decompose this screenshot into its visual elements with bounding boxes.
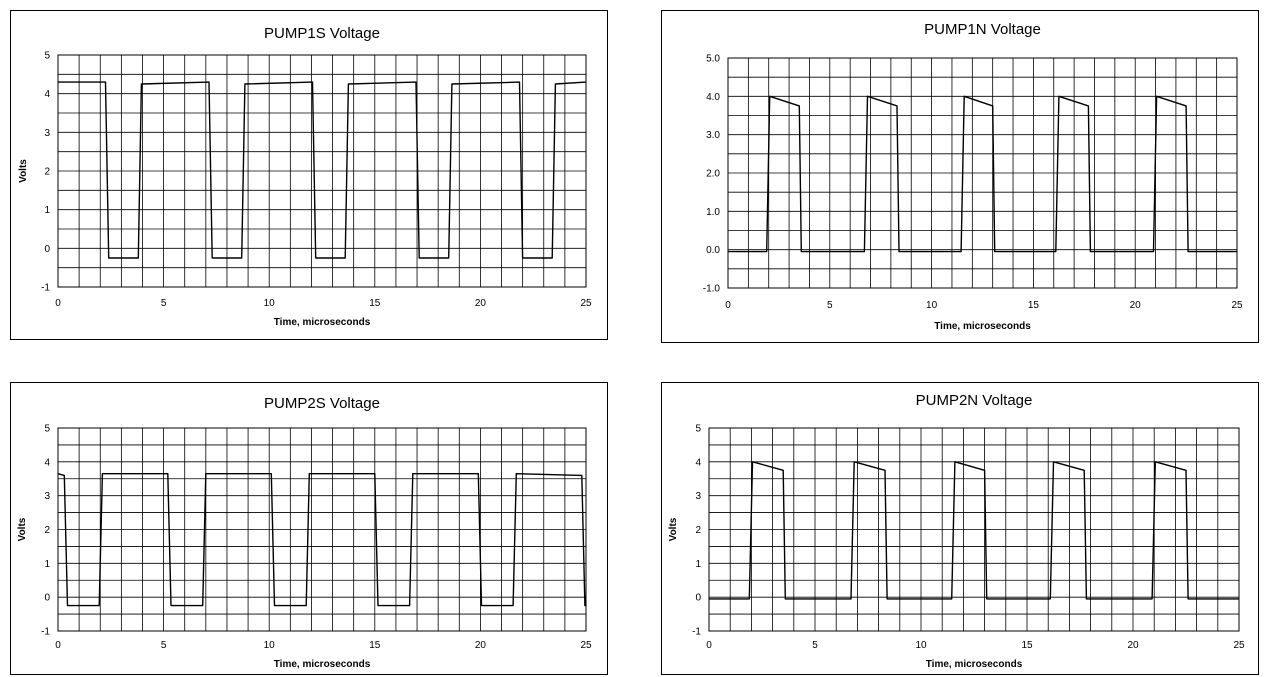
y-tick-label-2-0: 2.0 bbox=[706, 169, 720, 180]
x-tick-label-5: 5 bbox=[827, 300, 833, 311]
chart-svg: PUMP1N Voltage 0 5 10 15 20 25 -1.0 0.0 1.0 2.0 3.0… bbox=[662, 11, 1260, 344]
y-tick-label-3: 3 bbox=[44, 128, 50, 139]
y-axis-label: Volts bbox=[17, 517, 28, 541]
x-tick-label-20: 20 bbox=[475, 640, 487, 651]
chart-title: PUMP1S Voltage bbox=[264, 25, 380, 42]
x-tick-label-25: 25 bbox=[1233, 640, 1245, 651]
x-tick-label-10: 10 bbox=[926, 300, 938, 311]
y-tick-label-4: 4 bbox=[695, 457, 701, 468]
series-line-pump2n-voltage bbox=[709, 462, 1239, 599]
x-axis-label: Time, microseconds bbox=[934, 321, 1031, 332]
x-tick-label-5: 5 bbox=[161, 298, 167, 309]
x-tick-label-0: 0 bbox=[706, 640, 712, 651]
x-tick-label-15: 15 bbox=[369, 298, 381, 309]
y-tick-label-3-0: 3.0 bbox=[706, 130, 720, 141]
y-tick-label-3: 3 bbox=[44, 491, 50, 502]
chart-svg: PUMP2N Voltage 0 5 10 15 20 25 -1 0 1 2 3 4 5 Time, mi… bbox=[662, 383, 1260, 676]
x-tick-label-0: 0 bbox=[725, 300, 731, 311]
chart-svg: PUMP2S Voltage 0 5 10 15 20 25 -1 0 1 2 3 4 5 Time, mi… bbox=[11, 383, 609, 676]
x-tick-label-20: 20 bbox=[1127, 640, 1139, 651]
y-tick-label-1: -1 bbox=[41, 627, 50, 638]
y-tick-label-1: 1 bbox=[44, 559, 50, 570]
chart-panel-pump2s: PUMP2S Voltage 0 5 10 15 20 25 -1 0 1 2 3 4 5 Time, mi… bbox=[10, 382, 608, 675]
chart-panel-pump1s: PUMP1S Voltage 0 5 10 15 20 25 -1 0 1 2 3 4 5 Time, mi… bbox=[10, 10, 608, 340]
x-tick-label-20: 20 bbox=[1130, 300, 1142, 311]
y-tick-label-1: 1 bbox=[44, 205, 50, 216]
x-axis-label: Time, microseconds bbox=[926, 659, 1023, 670]
x-tick-label-15: 15 bbox=[369, 640, 381, 651]
x-tick-label-0: 0 bbox=[55, 298, 61, 309]
x-tick-label-10: 10 bbox=[915, 640, 927, 651]
y-tick-label-5: 5 bbox=[44, 424, 50, 435]
x-tick-label-10: 10 bbox=[264, 640, 276, 651]
x-tick-label-25: 25 bbox=[1231, 300, 1243, 311]
x-tick-label-25: 25 bbox=[580, 298, 592, 309]
y-tick-label-2: 2 bbox=[44, 167, 50, 178]
x-tick-label-15: 15 bbox=[1028, 300, 1040, 311]
chart-title: PUMP2S Voltage bbox=[264, 395, 380, 412]
y-axis-label: Volts bbox=[18, 159, 29, 183]
x-tick-label-15: 15 bbox=[1021, 640, 1033, 651]
chart-title: PUMP1N Voltage bbox=[924, 21, 1041, 38]
x-axis-label: Time, microseconds bbox=[274, 659, 371, 670]
x-tick-label-0: 0 bbox=[55, 640, 61, 651]
series-line-pump1s-voltage bbox=[58, 82, 586, 258]
y-tick-label-5: 5 bbox=[44, 51, 50, 62]
y-tick-label-5: 5 bbox=[695, 424, 701, 435]
x-tick-label-5: 5 bbox=[812, 640, 818, 651]
y-tick-label-5-0: 5.0 bbox=[706, 54, 720, 65]
x-axis-label: Time, microseconds bbox=[274, 317, 371, 328]
y-tick-label-1: -1 bbox=[692, 627, 701, 638]
series-line-pump1n-voltage bbox=[728, 96, 1237, 251]
y-tick-label-0: 0 bbox=[44, 244, 50, 255]
y-tick-label-4: 4 bbox=[44, 89, 50, 100]
series-line-pump2s-voltage bbox=[58, 474, 586, 606]
y-tick-label-0: 0 bbox=[695, 593, 701, 604]
chart-panel-pump1n: PUMP1N Voltage 0 5 10 15 20 25 -1.0 0.0 1.0 2.0 3.0… bbox=[661, 10, 1259, 343]
chart-title: PUMP2N Voltage bbox=[916, 392, 1033, 409]
y-tick-label-1: 1 bbox=[695, 559, 701, 570]
x-tick-label-25: 25 bbox=[580, 640, 592, 651]
y-tick-label-0: 0 bbox=[44, 593, 50, 604]
chart-svg: PUMP1S Voltage 0 5 10 15 20 25 -1 0 1 2 3 4 5 Time, mi… bbox=[11, 11, 609, 341]
x-tick-label-10: 10 bbox=[264, 298, 276, 309]
y-tick-label-3: 3 bbox=[695, 491, 701, 502]
y-tick-label-2: 2 bbox=[44, 525, 50, 536]
y-tick-label-0-0: 0.0 bbox=[706, 245, 720, 256]
y-tick-label-1-0: 1.0 bbox=[706, 207, 720, 218]
y-tick-label-2: 2 bbox=[695, 525, 701, 536]
y-tick-label-1-0: -1.0 bbox=[703, 284, 721, 295]
y-tick-label-4: 4 bbox=[44, 457, 50, 468]
y-axis-label: Volts bbox=[668, 517, 679, 541]
y-tick-label-4-0: 4.0 bbox=[706, 92, 720, 103]
x-tick-label-20: 20 bbox=[475, 298, 487, 309]
chart-panel-pump2n: PUMP2N Voltage 0 5 10 15 20 25 -1 0 1 2 3 4 5 Time, mi… bbox=[661, 382, 1259, 675]
y-tick-label-1: -1 bbox=[41, 283, 50, 294]
x-tick-label-5: 5 bbox=[161, 640, 167, 651]
